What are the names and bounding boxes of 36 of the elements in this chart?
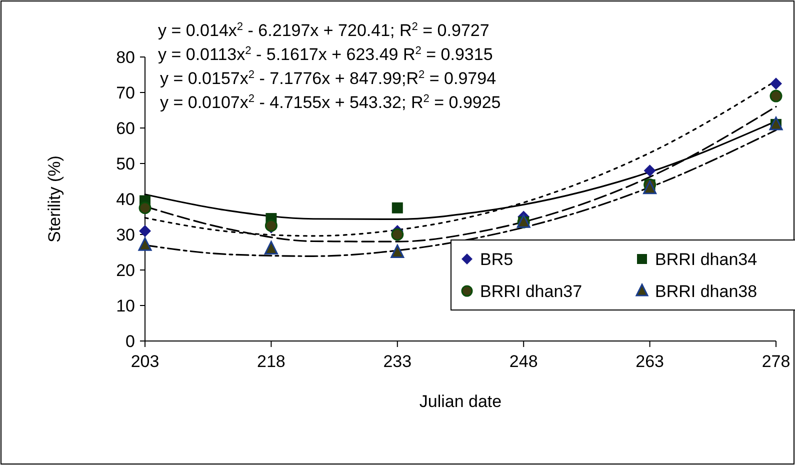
y-tick-label: 50: [116, 154, 135, 174]
annotation: y = 0.0157x$^{2}$ - 7.1776x + 847.99;R$^{2}$ = 0.9794: [160, 69, 496, 88]
legend-label: BR5: [480, 250, 514, 269]
point: [392, 202, 403, 214]
point: [770, 90, 782, 102]
text: y = 0.014x$^{2}$ - 6.2197x + 720.41; R$^{2}$ = 0.9727: [158, 21, 490, 40]
y-tick-label: 30: [116, 225, 135, 244]
legend-label: BRRI dhan38: [655, 282, 758, 301]
point: [264, 240, 278, 254]
annotation: y = 0.0107x$^{2}$ - 4.7155x + 543.32; R$^{2}$ = 0.9925: [160, 93, 501, 112]
point: [138, 237, 152, 251]
y-axis-title: Sterility (%): [45, 156, 64, 242]
y-tick-label: 40: [116, 190, 135, 209]
point: [391, 228, 404, 241]
point: [770, 78, 782, 90]
point: [644, 164, 656, 177]
y-tick-label: 10: [116, 296, 135, 316]
point: [390, 244, 404, 258]
annotation: y = 0.0113x$^{2}$ - 5.1617x + 623.49 R$^{2}$ = 0.9315: [158, 45, 493, 64]
x-tick-label: 203: [130, 352, 160, 371]
x-tick-label: 218: [257, 352, 286, 371]
point: [643, 180, 657, 194]
legend-label: BRRI dhan37: [480, 282, 582, 301]
point: [139, 224, 151, 237]
x-tick-label: 248: [509, 352, 538, 371]
point: [138, 202, 152, 214]
x-axis-title: Julian date: [419, 392, 502, 411]
x-tick-label: 233: [383, 352, 412, 371]
y-tick-label: 20: [116, 260, 135, 280]
y-tick-label: 0: [126, 332, 135, 351]
x-tick-label: 263: [636, 352, 664, 371]
x-tick-label: 278: [762, 352, 790, 371]
y-tick-label: 80: [116, 48, 135, 67]
y-tick-label: 60: [116, 118, 135, 138]
legend-label: BRRI dhan34: [655, 250, 758, 269]
y-tick-label: 70: [116, 83, 135, 102]
